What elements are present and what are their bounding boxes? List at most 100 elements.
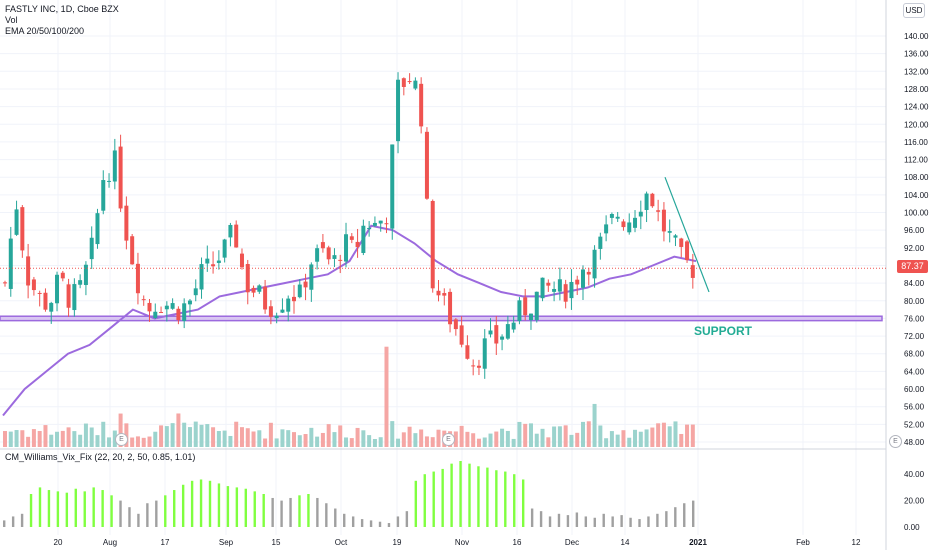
time-tick-label: 12 bbox=[852, 538, 861, 547]
candle-body bbox=[633, 217, 638, 228]
indicator-legend[interactable]: CM_Williams_Vix_Fix (22, 20, 2, 50, 0.85… bbox=[5, 452, 196, 462]
vix-bar bbox=[351, 516, 355, 527]
vix-bar bbox=[674, 507, 677, 527]
earnings-badge-right[interactable]: E bbox=[889, 435, 902, 448]
volume-label[interactable]: Vol bbox=[5, 15, 18, 25]
candle-body bbox=[679, 238, 684, 247]
candle-body bbox=[528, 313, 533, 321]
candle-body bbox=[511, 322, 516, 330]
volume-bar bbox=[135, 436, 140, 447]
vix-bar bbox=[3, 520, 6, 527]
volume-bar bbox=[575, 432, 580, 447]
candle-body bbox=[60, 272, 65, 279]
vix-bar bbox=[56, 491, 60, 527]
volume-bar bbox=[424, 436, 429, 447]
trendline-segment bbox=[664, 177, 710, 293]
volume-bar bbox=[118, 413, 123, 447]
vix-bar bbox=[29, 494, 33, 527]
volume-bar bbox=[211, 427, 216, 447]
earnings-badge-oct[interactable]: E bbox=[442, 433, 455, 446]
volume-bar bbox=[228, 435, 233, 447]
candle-body bbox=[228, 224, 233, 238]
vix-bar bbox=[692, 500, 695, 527]
time-tick-label: 19 bbox=[393, 538, 402, 547]
vix-bar bbox=[647, 516, 650, 527]
candle-body bbox=[72, 284, 77, 311]
volume-bar bbox=[598, 425, 603, 447]
price-tick-label: 76.00 bbox=[904, 314, 925, 323]
candle-body bbox=[20, 207, 25, 251]
candle-body bbox=[523, 297, 528, 316]
candle-body bbox=[78, 280, 83, 285]
price-axis[interactable]: 48.00 52.00 56.00 60.00 64.00 68.00 72.00 76.00… bbox=[904, 32, 929, 447]
price-tick-label: 56.00 bbox=[904, 403, 925, 412]
candle-body bbox=[476, 365, 481, 368]
vix-bar bbox=[271, 497, 274, 527]
candle-body bbox=[413, 80, 418, 89]
time-tick-label: Oct bbox=[335, 538, 348, 547]
vix-bar bbox=[593, 517, 596, 527]
volume-bars bbox=[3, 346, 695, 447]
vix-bar bbox=[566, 515, 570, 527]
vix-bar bbox=[450, 463, 453, 527]
volume-bar bbox=[690, 424, 695, 447]
time-axis[interactable]: 20 Aug 17 Sep 15 Oct 19 Nov 16 Dec 14 2021 Feb 12 bbox=[54, 538, 861, 547]
vix-bar bbox=[369, 520, 373, 527]
vix-bar bbox=[20, 513, 24, 527]
vix-bar bbox=[334, 508, 337, 527]
candle-body bbox=[303, 281, 308, 288]
volume-bar bbox=[159, 425, 164, 447]
candle-body bbox=[170, 303, 175, 309]
candle-body bbox=[135, 263, 140, 294]
candle-body bbox=[581, 269, 585, 288]
volume-bar bbox=[384, 346, 389, 447]
ema-label[interactable]: EMA 20/50/100/200 bbox=[5, 26, 85, 36]
vix-bar bbox=[253, 491, 256, 527]
currency-button[interactable]: USD bbox=[903, 3, 925, 18]
volume-bar bbox=[361, 430, 366, 447]
vix-bar bbox=[629, 517, 632, 527]
candle-body bbox=[546, 282, 551, 286]
vix-bar bbox=[343, 513, 346, 527]
vix-bar bbox=[638, 519, 641, 527]
volume-bar bbox=[83, 423, 88, 447]
volume-bar bbox=[604, 438, 609, 447]
volume-bar bbox=[286, 430, 291, 447]
candle-body bbox=[500, 336, 505, 340]
vix-bar bbox=[38, 487, 42, 527]
candle-body bbox=[604, 224, 609, 234]
candle-body bbox=[517, 300, 522, 322]
volume-bar bbox=[638, 431, 643, 447]
vix-bar bbox=[181, 484, 185, 527]
vix-bar bbox=[128, 507, 131, 527]
volume-bar bbox=[309, 427, 314, 447]
vix-bar bbox=[101, 490, 104, 527]
candle-body bbox=[424, 131, 429, 199]
candle-body bbox=[83, 264, 88, 286]
chart-legend: FASTLY INC, 1D, Cboe BZX Vol EMA 20/50/1… bbox=[5, 4, 119, 37]
volume-bar bbox=[459, 425, 464, 447]
candle-body bbox=[326, 247, 331, 260]
candle-body bbox=[355, 241, 360, 248]
volume-bar bbox=[20, 430, 25, 447]
vix-fix-histogram bbox=[3, 461, 695, 527]
candle-body bbox=[378, 220, 383, 224]
candle-body bbox=[656, 210, 661, 212]
price-tick-label: 128.00 bbox=[904, 85, 929, 94]
candle-body bbox=[448, 291, 453, 325]
price-tick-label: 124.00 bbox=[904, 103, 929, 112]
candle-body bbox=[534, 291, 539, 321]
earnings-badge-aug[interactable]: E bbox=[115, 433, 128, 446]
volume-bar bbox=[685, 424, 690, 447]
symbol-title[interactable]: FASTLY INC, 1D, Cboe BZX bbox=[5, 4, 119, 14]
volume-bar bbox=[372, 438, 377, 447]
indicator-tick-label: 0.00 bbox=[904, 523, 920, 532]
vix-bar bbox=[530, 508, 534, 527]
candle-body bbox=[621, 221, 626, 228]
candle-body bbox=[216, 260, 221, 263]
ema-line bbox=[2, 224, 697, 417]
trendline[interactable] bbox=[0, 177, 886, 293]
candle-body bbox=[43, 292, 48, 310]
price-tick-label: 100.00 bbox=[904, 209, 929, 218]
